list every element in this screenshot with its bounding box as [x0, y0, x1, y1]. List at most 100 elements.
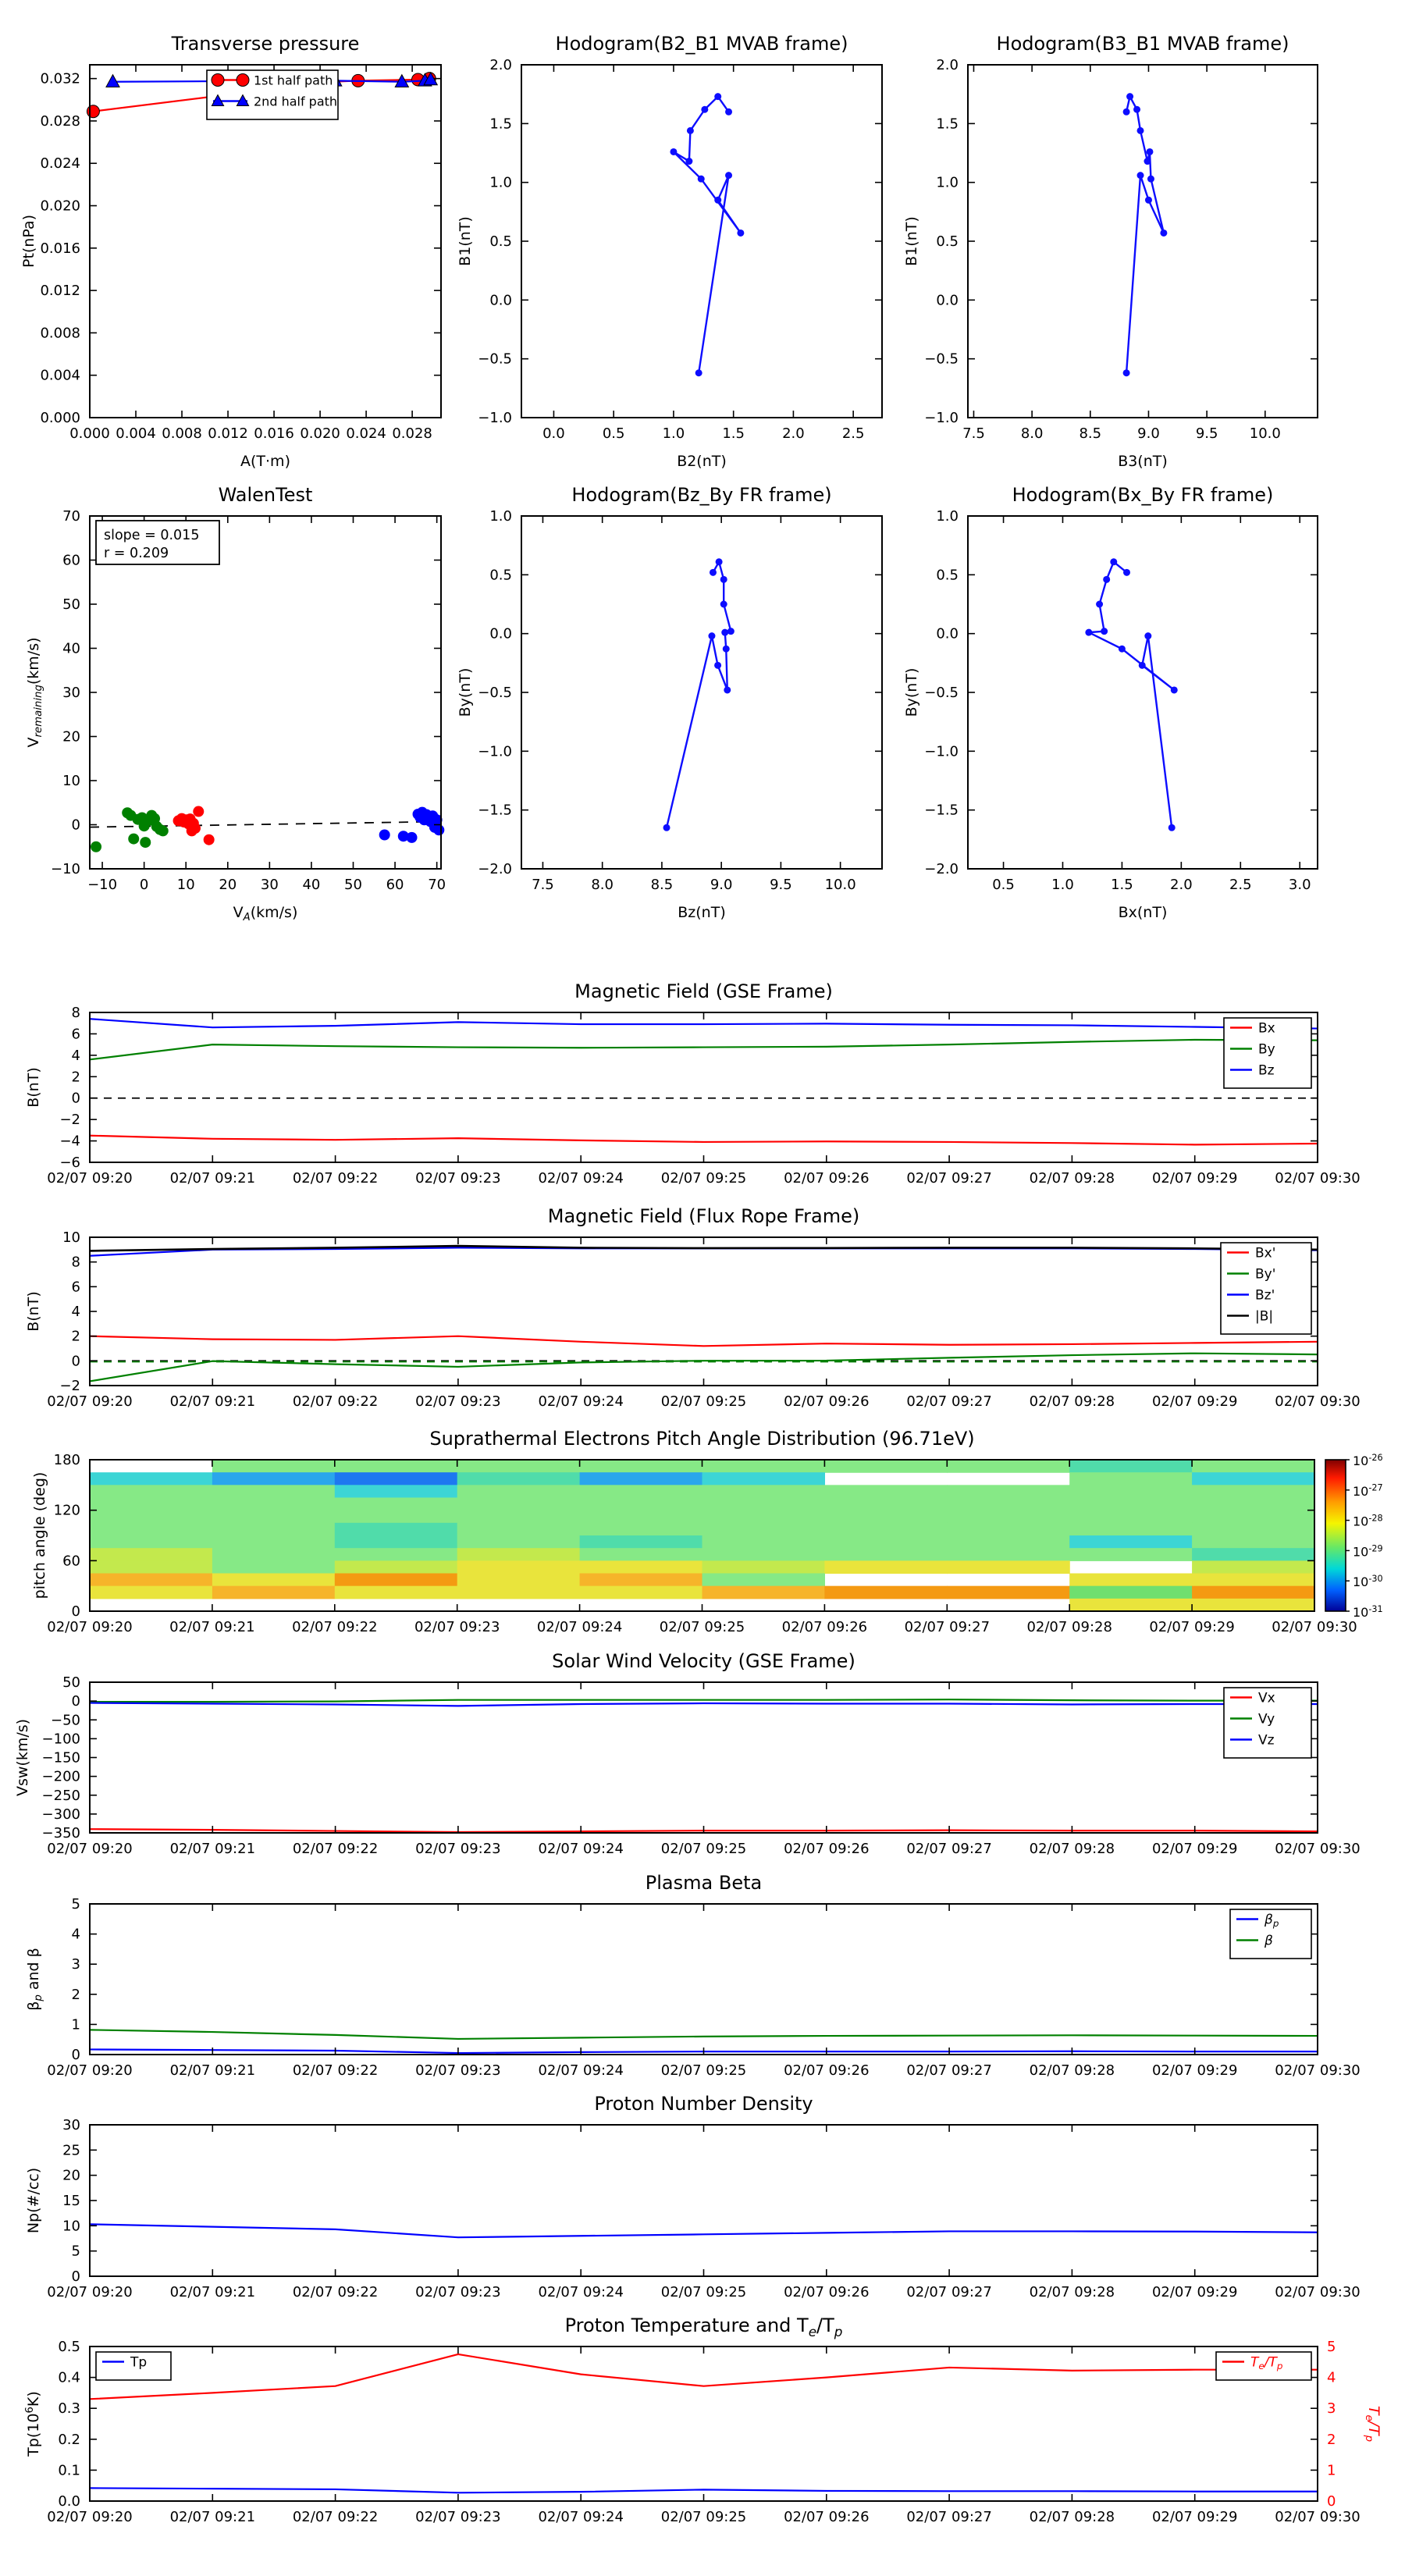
- svg-text:−0.5: −0.5: [924, 351, 959, 368]
- svg-text:9.0: 9.0: [1137, 425, 1160, 442]
- svg-text:30: 30: [261, 877, 279, 893]
- svg-text:02/07 09:25: 02/07 09:25: [661, 2062, 746, 2079]
- svg-text:B1(nT): B1(nT): [457, 216, 474, 266]
- svg-text:−0.5: −0.5: [478, 685, 512, 701]
- svg-text:02/07 09:25: 02/07 09:25: [660, 1619, 745, 1635]
- svg-text:2: 2: [72, 1329, 80, 1345]
- svg-text:Vsw(km/s): Vsw(km/s): [14, 1719, 31, 1796]
- svg-text:180: 180: [54, 1452, 80, 1468]
- svg-text:0: 0: [72, 2268, 80, 2285]
- svg-text:70: 70: [62, 508, 80, 525]
- panel-title-b-fr: Magnetic Field (Flux Rope Frame): [547, 1205, 860, 1227]
- scatter-outbound: [379, 806, 445, 843]
- svg-text:−350: −350: [42, 1825, 80, 1841]
- svg-text:02/07 09:26: 02/07 09:26: [784, 2509, 869, 2525]
- svg-text:02/07 09:26: 02/07 09:26: [784, 1841, 869, 1857]
- svg-text:1.0: 1.0: [663, 425, 685, 442]
- svg-text:02/07 09:27: 02/07 09:27: [906, 1170, 991, 1187]
- svg-text:0.020: 0.020: [300, 425, 340, 442]
- svg-text:Vremaining(km/s): Vremaining(km/s): [25, 637, 44, 747]
- svg-text:βp: βp: [1264, 1912, 1279, 1929]
- svg-text:2: 2: [72, 1987, 80, 2003]
- svg-text:1.5: 1.5: [936, 116, 959, 132]
- svg-text:02/07 09:24: 02/07 09:24: [538, 2509, 623, 2525]
- svg-text:02/07 09:30: 02/07 09:30: [1275, 2284, 1360, 2300]
- svg-text:0.024: 0.024: [40, 155, 80, 172]
- svg-text:02/07 09:21: 02/07 09:21: [170, 1841, 255, 1857]
- svg-text:0.0: 0.0: [58, 2493, 80, 2510]
- svg-text:1.5: 1.5: [489, 116, 512, 132]
- svg-text:15: 15: [62, 2193, 80, 2209]
- svg-text:0.0: 0.0: [936, 292, 959, 308]
- svg-text:10-30: 10-30: [1353, 1574, 1383, 1589]
- svg-text:8.0: 8.0: [591, 877, 614, 893]
- svg-text:10-28: 10-28: [1353, 1514, 1383, 1529]
- svg-text:−1.0: −1.0: [478, 410, 512, 426]
- svg-text:Vy: Vy: [1258, 1712, 1275, 1727]
- svg-text:Tp: Tp: [130, 2355, 147, 2371]
- svg-text:70: 70: [428, 877, 446, 893]
- svg-text:9.5: 9.5: [770, 877, 792, 893]
- svg-text:By(nT): By(nT): [903, 668, 920, 717]
- svg-text:5: 5: [72, 1896, 80, 1912]
- svg-text:−2.0: −2.0: [924, 861, 959, 877]
- svg-text:−150: −150: [42, 1750, 80, 1767]
- svg-text:By(nT): By(nT): [457, 668, 474, 717]
- svg-text:0: 0: [72, 817, 80, 834]
- svg-text:02/07 09:29: 02/07 09:29: [1149, 1619, 1234, 1635]
- svg-text:02/07 09:23: 02/07 09:23: [415, 1170, 500, 1187]
- svg-text:02/07 09:27: 02/07 09:27: [906, 1841, 991, 1857]
- svg-text:0: 0: [72, 2047, 80, 2063]
- svg-text:−1.0: −1.0: [924, 743, 959, 760]
- svg-text:20: 20: [62, 2168, 80, 2184]
- svg-text:0.5: 0.5: [992, 877, 1015, 893]
- svg-text:−10: −10: [51, 861, 80, 877]
- panel-vsw-gse: 02/07 09:20 02/07 09:21 02/07 09:22 02/07 0…: [14, 1674, 1361, 1857]
- svg-text:0: 0: [1327, 2493, 1336, 2510]
- svg-text:10-26: 10-26: [1353, 1453, 1383, 1468]
- svg-text:02/07 09:20: 02/07 09:20: [47, 2284, 132, 2300]
- svg-text:7.5: 7.5: [962, 425, 985, 442]
- svg-text:By': By': [1255, 1267, 1275, 1283]
- svg-text:02/07 09:23: 02/07 09:23: [415, 2062, 500, 2079]
- svg-text:02/07 09:22: 02/07 09:22: [293, 1170, 378, 1187]
- svg-text:02/07 09:21: 02/07 09:21: [170, 2062, 255, 2079]
- svg-text:02/07 09:27: 02/07 09:27: [906, 1393, 991, 1410]
- panel-title-proton-temperature: Proton Temperature and Te/Tp: [564, 2314, 843, 2339]
- svg-text:0.008: 0.008: [162, 425, 202, 442]
- svg-text:02/07 09:23: 02/07 09:23: [415, 1841, 500, 1857]
- svg-text:−1.0: −1.0: [924, 410, 959, 426]
- svg-text:3: 3: [1327, 2400, 1336, 2417]
- colorbar: 10-26 10-27 10-28 10-29 10-30 10-31: [1325, 1453, 1383, 1620]
- svg-text:02/07 09:23: 02/07 09:23: [415, 2509, 500, 2525]
- series-Np: [89, 2223, 1318, 2239]
- svg-text:25: 25: [62, 2142, 80, 2158]
- svg-text:0.1: 0.1: [58, 2462, 80, 2478]
- svg-text:02/07 09:26: 02/07 09:26: [784, 2284, 869, 2300]
- svg-text:0: 0: [72, 1353, 80, 1369]
- svg-text:−1.5: −1.5: [478, 802, 512, 819]
- svg-text:−2: −2: [59, 1378, 80, 1394]
- svg-text:B1(nT): B1(nT): [903, 216, 920, 266]
- svg-text:0.016: 0.016: [254, 425, 294, 442]
- scatter-inbound: [91, 807, 169, 852]
- svg-text:02/07 09:29: 02/07 09:29: [1152, 2284, 1237, 2300]
- svg-text:−50: −50: [51, 1712, 80, 1728]
- svg-text:Bz: Bz: [1258, 1063, 1275, 1079]
- svg-text:3: 3: [72, 1956, 80, 1973]
- svg-text:Bz(nT): Bz(nT): [678, 904, 725, 921]
- svg-text:3.0: 3.0: [1289, 877, 1311, 893]
- svg-text:2nd half path: 2nd half path: [254, 94, 337, 109]
- svg-text:02/07 09:28: 02/07 09:28: [1026, 1619, 1112, 1635]
- svg-text:02/07 09:22: 02/07 09:22: [293, 1393, 378, 1410]
- svg-text:−200: −200: [42, 1769, 80, 1785]
- svg-text:02/07 09:28: 02/07 09:28: [1030, 2284, 1115, 2300]
- svg-text:0.012: 0.012: [208, 425, 248, 442]
- svg-text:1.0: 1.0: [489, 508, 512, 525]
- svg-text:02/07 09:21: 02/07 09:21: [170, 1170, 255, 1187]
- series-By: [89, 1038, 1318, 1061]
- svg-text:1.0: 1.0: [489, 175, 512, 191]
- series-Bz_By: [665, 560, 732, 828]
- legend: Bx' By' Bz' |B|: [1220, 1242, 1312, 1335]
- svg-text:βp and β: βp and β: [25, 1948, 44, 2011]
